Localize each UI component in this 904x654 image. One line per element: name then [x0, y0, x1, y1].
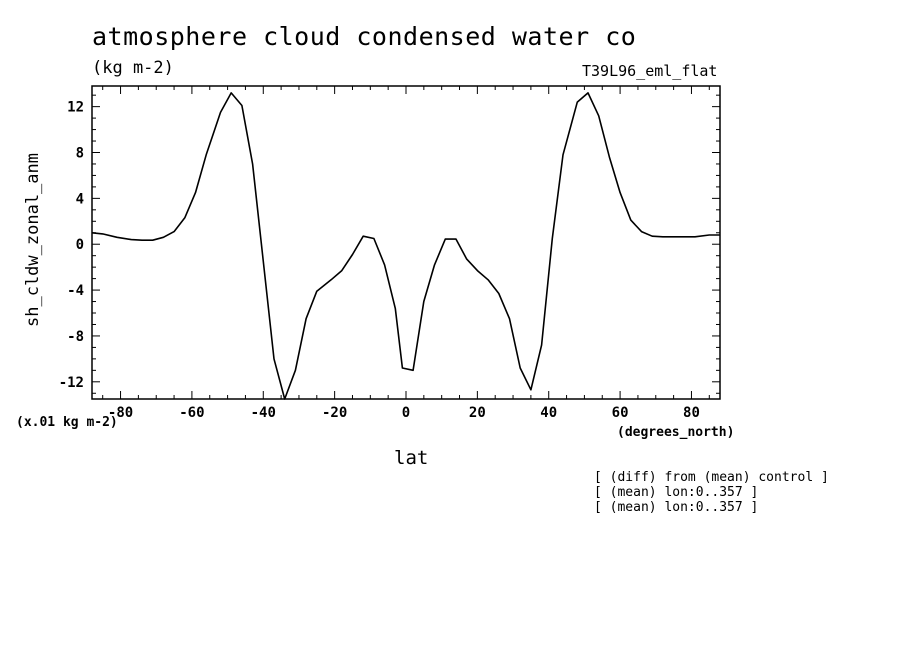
x-tick-label: 40 — [540, 405, 557, 421]
notes-block: [ (diff) from (mean) control ] [ (mean) … — [594, 470, 829, 515]
note-line: [ (diff) from (mean) control ] — [594, 470, 829, 485]
x-tick-label: 60 — [612, 405, 629, 421]
run-label: T39L96_eml_flat — [582, 62, 718, 80]
note-line: [ (mean) lon:0..357 ] — [594, 485, 759, 500]
x-tick-label: -20 — [322, 405, 347, 421]
y-scale-note: (x.01 kg m-2) — [16, 415, 118, 430]
x-tick-label: 20 — [469, 405, 486, 421]
chart-units: (kg m-2) — [92, 58, 174, 78]
y-tick-label: 8 — [76, 145, 84, 161]
x-tick-label: -60 — [179, 405, 204, 421]
x-tick-label: 80 — [683, 405, 700, 421]
x-axis-label: lat — [394, 447, 429, 469]
x-tick-label: -80 — [108, 405, 133, 421]
chart-title: atmosphere cloud condensed water co — [92, 22, 637, 51]
x-tick-label: 0 — [402, 405, 410, 421]
y-tick-label: -8 — [67, 329, 84, 345]
y-tick-label: 12 — [67, 100, 84, 116]
x-tick-label: -40 — [251, 405, 276, 421]
x-axis-units: (degrees_north) — [617, 425, 735, 440]
y-tick-label: 4 — [76, 191, 84, 207]
plot-frame — [91, 85, 721, 400]
y-tick-label: -12 — [59, 375, 84, 391]
y-tick-label: -4 — [67, 283, 84, 299]
y-tick-label: 0 — [76, 237, 84, 253]
note-line: [ (mean) lon:0..357 ] — [594, 500, 759, 515]
series-line — [91, 92, 720, 400]
